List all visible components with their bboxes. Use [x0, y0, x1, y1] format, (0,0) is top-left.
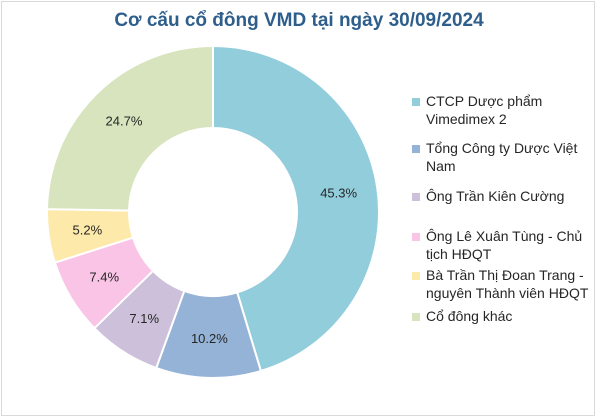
legend-label: Cổ đông khác: [426, 308, 513, 324]
legend-label: Nam: [426, 158, 456, 174]
donut-slice-1: [212, 44, 380, 373]
legend-swatch: [412, 145, 420, 153]
data-label-1: 45.3%: [320, 185, 357, 200]
chart-legend: CTCP Dược phẩm Vimedimex 2 Tổng Công ty Dư…: [410, 92, 595, 325]
legend-item-2: Tổng Công ty Dược Việt Nam: [410, 139, 595, 175]
legend-label: Bà Trần Thị Đoan Trang -: [426, 267, 584, 283]
legend-label: Vimedimex 2: [426, 111, 507, 127]
donut-slice-6: [46, 44, 214, 212]
legend-label: Tổng Công ty Dược Việt: [426, 140, 578, 156]
data-label-2: 10.2%: [191, 331, 228, 346]
legend-label: nguyên Thành viên HĐQT: [426, 285, 589, 301]
donut-slices: [46, 44, 380, 379]
legend-label: CTCP Dược phẩm: [426, 93, 543, 109]
legend-item-3: Ông Trần Kiên Cường: [410, 187, 595, 205]
legend-label: Ông Lê Xuân Tùng - Chủ: [426, 228, 583, 244]
data-label-4: 7.4%: [89, 270, 119, 285]
data-labels: 45.3% 10.2% 7.1% 7.4% 5.2% 24.7%: [73, 113, 358, 346]
chart-title: Cơ cấu cổ đông VMD tại ngày 30/09/2024: [114, 10, 484, 31]
legend-label: Ông Trần Kiên Cường: [426, 188, 565, 204]
legend-swatch: [412, 272, 420, 280]
data-label-5: 5.2%: [73, 223, 103, 238]
data-label-3: 7.1%: [129, 311, 159, 326]
legend-item-5: Bà Trần Thị Đoan Trang - nguyên Thành viê…: [410, 266, 595, 302]
legend-item-4: Ông Lê Xuân Tùng - Chủ tịch HĐQT: [410, 227, 595, 263]
legend-label: tịch HĐQT: [426, 246, 492, 262]
data-label-6: 24.7%: [106, 113, 143, 128]
legend-swatch: [412, 98, 420, 106]
legend-item-1: CTCP Dược phẩm Vimedimex 2: [410, 92, 595, 128]
legend-swatch: [412, 313, 420, 321]
legend-swatch: [412, 193, 420, 201]
legend-item-6: Cổ đông khác: [410, 307, 595, 325]
legend-swatch: [412, 233, 420, 241]
